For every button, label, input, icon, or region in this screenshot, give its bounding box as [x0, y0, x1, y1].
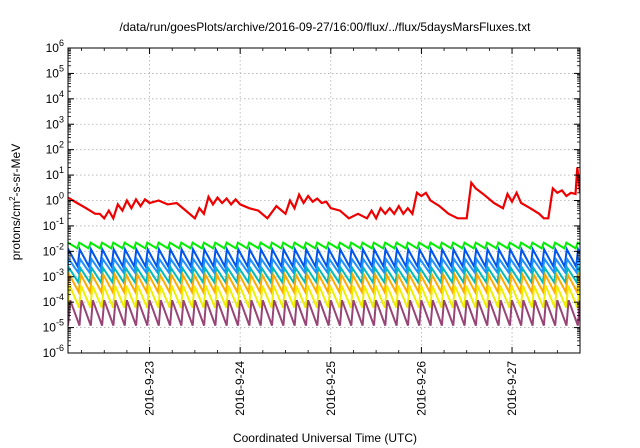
y-tick-label: 106: [46, 38, 64, 55]
y-tick-label-exponent: 6: [59, 38, 64, 48]
chart-title: /data/run/goesPlots/archive/2016-09-27/1…: [120, 20, 532, 34]
y-tick-label-exponent: 2: [59, 140, 64, 150]
y-axis-label-suffix: -s-sr-MeV: [9, 144, 23, 197]
series-line: [68, 246, 580, 270]
y-tick-label-base: 10: [46, 117, 60, 131]
y-tick-label-base: 10: [43, 244, 57, 258]
plot-border: [67, 47, 581, 354]
series-line: [68, 256, 580, 275]
y-axis-label-superscript: 2: [8, 196, 17, 201]
y-tick-label-exponent: 5: [59, 63, 64, 73]
y-tick-label-exponent: -5: [56, 318, 64, 328]
y-tick-label-exponent: -2: [56, 241, 64, 251]
series-line: [68, 271, 580, 296]
y-tick-label-exponent: -4: [56, 292, 64, 302]
x-tick-label: 2016-9-25: [324, 361, 338, 416]
axes: 10-610-510-410-310-210-11001011021031041…: [43, 38, 581, 416]
x-tick-label: 2016-9-24: [233, 361, 247, 416]
y-tick-label: 10-3: [43, 267, 64, 284]
x-tick-label: 2016-9-26: [414, 361, 428, 416]
y-tick-label-base: 10: [43, 270, 57, 284]
y-tick-label-exponent: 3: [59, 114, 64, 124]
y-tick-label: 102: [46, 140, 64, 157]
x-tick-label: 2016-9-27: [505, 361, 519, 416]
x-tick-label: 2016-9-23: [143, 361, 157, 416]
y-tick-label-base: 10: [43, 346, 57, 360]
y-tick-label: 10-6: [43, 343, 64, 360]
y-tick-label: 10-1: [43, 216, 64, 233]
y-tick-label-base: 10: [46, 41, 60, 55]
series-line-red: [68, 167, 580, 221]
y-axis-label-prefix: protons/cm: [9, 201, 23, 260]
y-tick-label-exponent: 4: [59, 89, 64, 99]
y-tick-label-base: 10: [46, 194, 60, 208]
y-tick-label: 100: [46, 191, 64, 208]
y-tick-label-base: 10: [46, 92, 60, 106]
y-tick-label: 10-4: [43, 292, 64, 309]
series-line: [68, 241, 580, 250]
series-line: [68, 299, 580, 326]
y-tick-label-base: 10: [43, 295, 57, 309]
y-tick-label-exponent: -1: [56, 216, 64, 226]
series-line: [68, 265, 580, 286]
y-tick-label: 10-5: [43, 318, 64, 335]
y-tick-label-base: 10: [46, 66, 60, 80]
y-axis-label: protons/cm2-s-sr-MeV: [8, 144, 23, 260]
y-tick-label: 101: [46, 165, 64, 182]
x-axis-label: Coordinated Universal Time (UTC): [233, 431, 417, 445]
y-tick-label-base: 10: [43, 321, 57, 335]
series-layer: [68, 167, 580, 326]
y-tick-label: 104: [46, 89, 64, 106]
y-tick-label-exponent: -3: [56, 267, 64, 277]
y-tick-label-exponent: -6: [56, 343, 64, 353]
y-tick-label-base: 10: [46, 168, 60, 182]
y-tick-label-base: 10: [43, 219, 57, 233]
y-tick-label-exponent: 1: [59, 165, 64, 175]
series-line: [68, 285, 580, 309]
y-tick-label-base: 10: [46, 143, 60, 157]
y-tick-label: 105: [46, 63, 64, 80]
y-tick-label: 10-2: [43, 241, 64, 258]
y-tick-label: 103: [46, 114, 64, 131]
y-tick-label-exponent: 0: [59, 191, 64, 201]
